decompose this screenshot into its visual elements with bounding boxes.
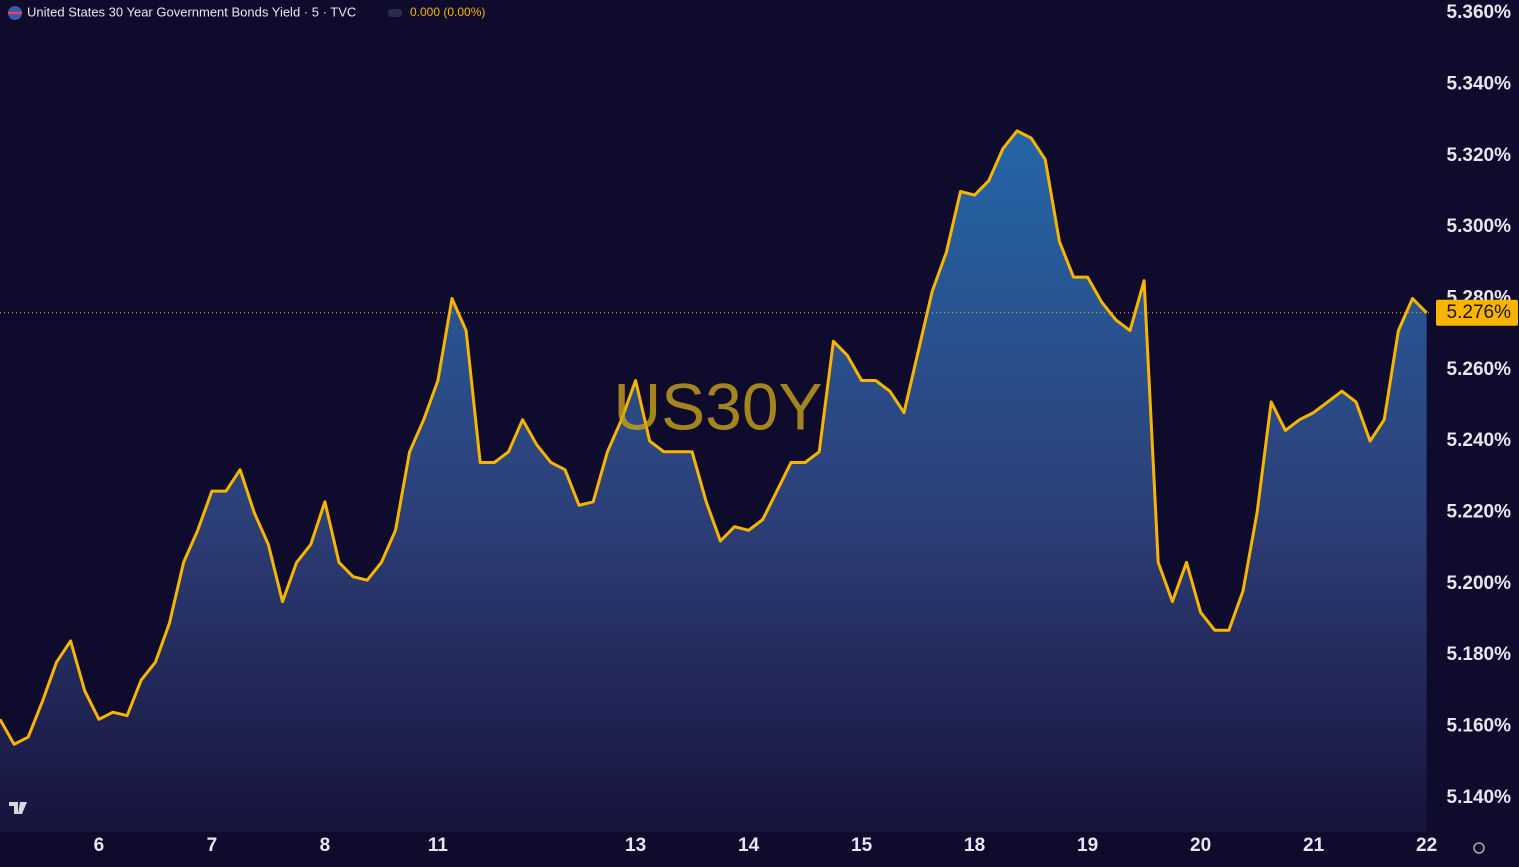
last-value-label: 5.276% (1447, 302, 1512, 323)
x-tick-label: 18 (964, 835, 985, 856)
x-tick-label: 6 (94, 835, 105, 856)
x-tick-label: 21 (1303, 835, 1325, 856)
last-value-box (1436, 299, 1518, 326)
status-dot (388, 9, 402, 17)
line (0, 129, 1428, 746)
x-tick-label: 13 (625, 835, 646, 856)
x-tick-label: 20 (1190, 835, 1211, 856)
area (0, 130, 1427, 832)
y-tick-label: 5.140% (1447, 787, 1512, 808)
x-tick-label: 22 (1416, 835, 1437, 856)
y-tick-label: 5.320% (1447, 145, 1512, 166)
x-tick-label: 19 (1077, 835, 1098, 856)
settings-icon[interactable] (1473, 842, 1485, 854)
plot-area (0, 129, 1428, 832)
y-tick-label: 5.300% (1447, 216, 1512, 237)
watermark: US30Y (613, 369, 822, 443)
chart-title: United States 30 Year Government Bonds Y… (27, 4, 356, 19)
y-tick-label: 5.240% (1447, 430, 1512, 451)
x-tick-label: 7 (207, 835, 218, 856)
y-tick-label: 5.180% (1447, 644, 1512, 665)
flag-stripe (8, 12, 22, 14)
change-label: 0.000 (0.00%) (410, 5, 485, 19)
logo (9, 802, 27, 814)
x-tick-label: 8 (320, 835, 331, 856)
y-tick-label: 5.360% (1447, 2, 1512, 23)
x-tick-label: 11 (428, 835, 449, 856)
y-tick-label: 5.260% (1447, 359, 1512, 380)
y-tick-label: 5.200% (1447, 573, 1512, 594)
y-tick-label: 5.220% (1447, 501, 1512, 522)
y-tick-label: 5.340% (1447, 74, 1512, 95)
y-tick-label: 5.160% (1447, 715, 1512, 736)
x-tick-label: 15 (851, 835, 873, 856)
x-tick-label: 14 (738, 835, 760, 856)
